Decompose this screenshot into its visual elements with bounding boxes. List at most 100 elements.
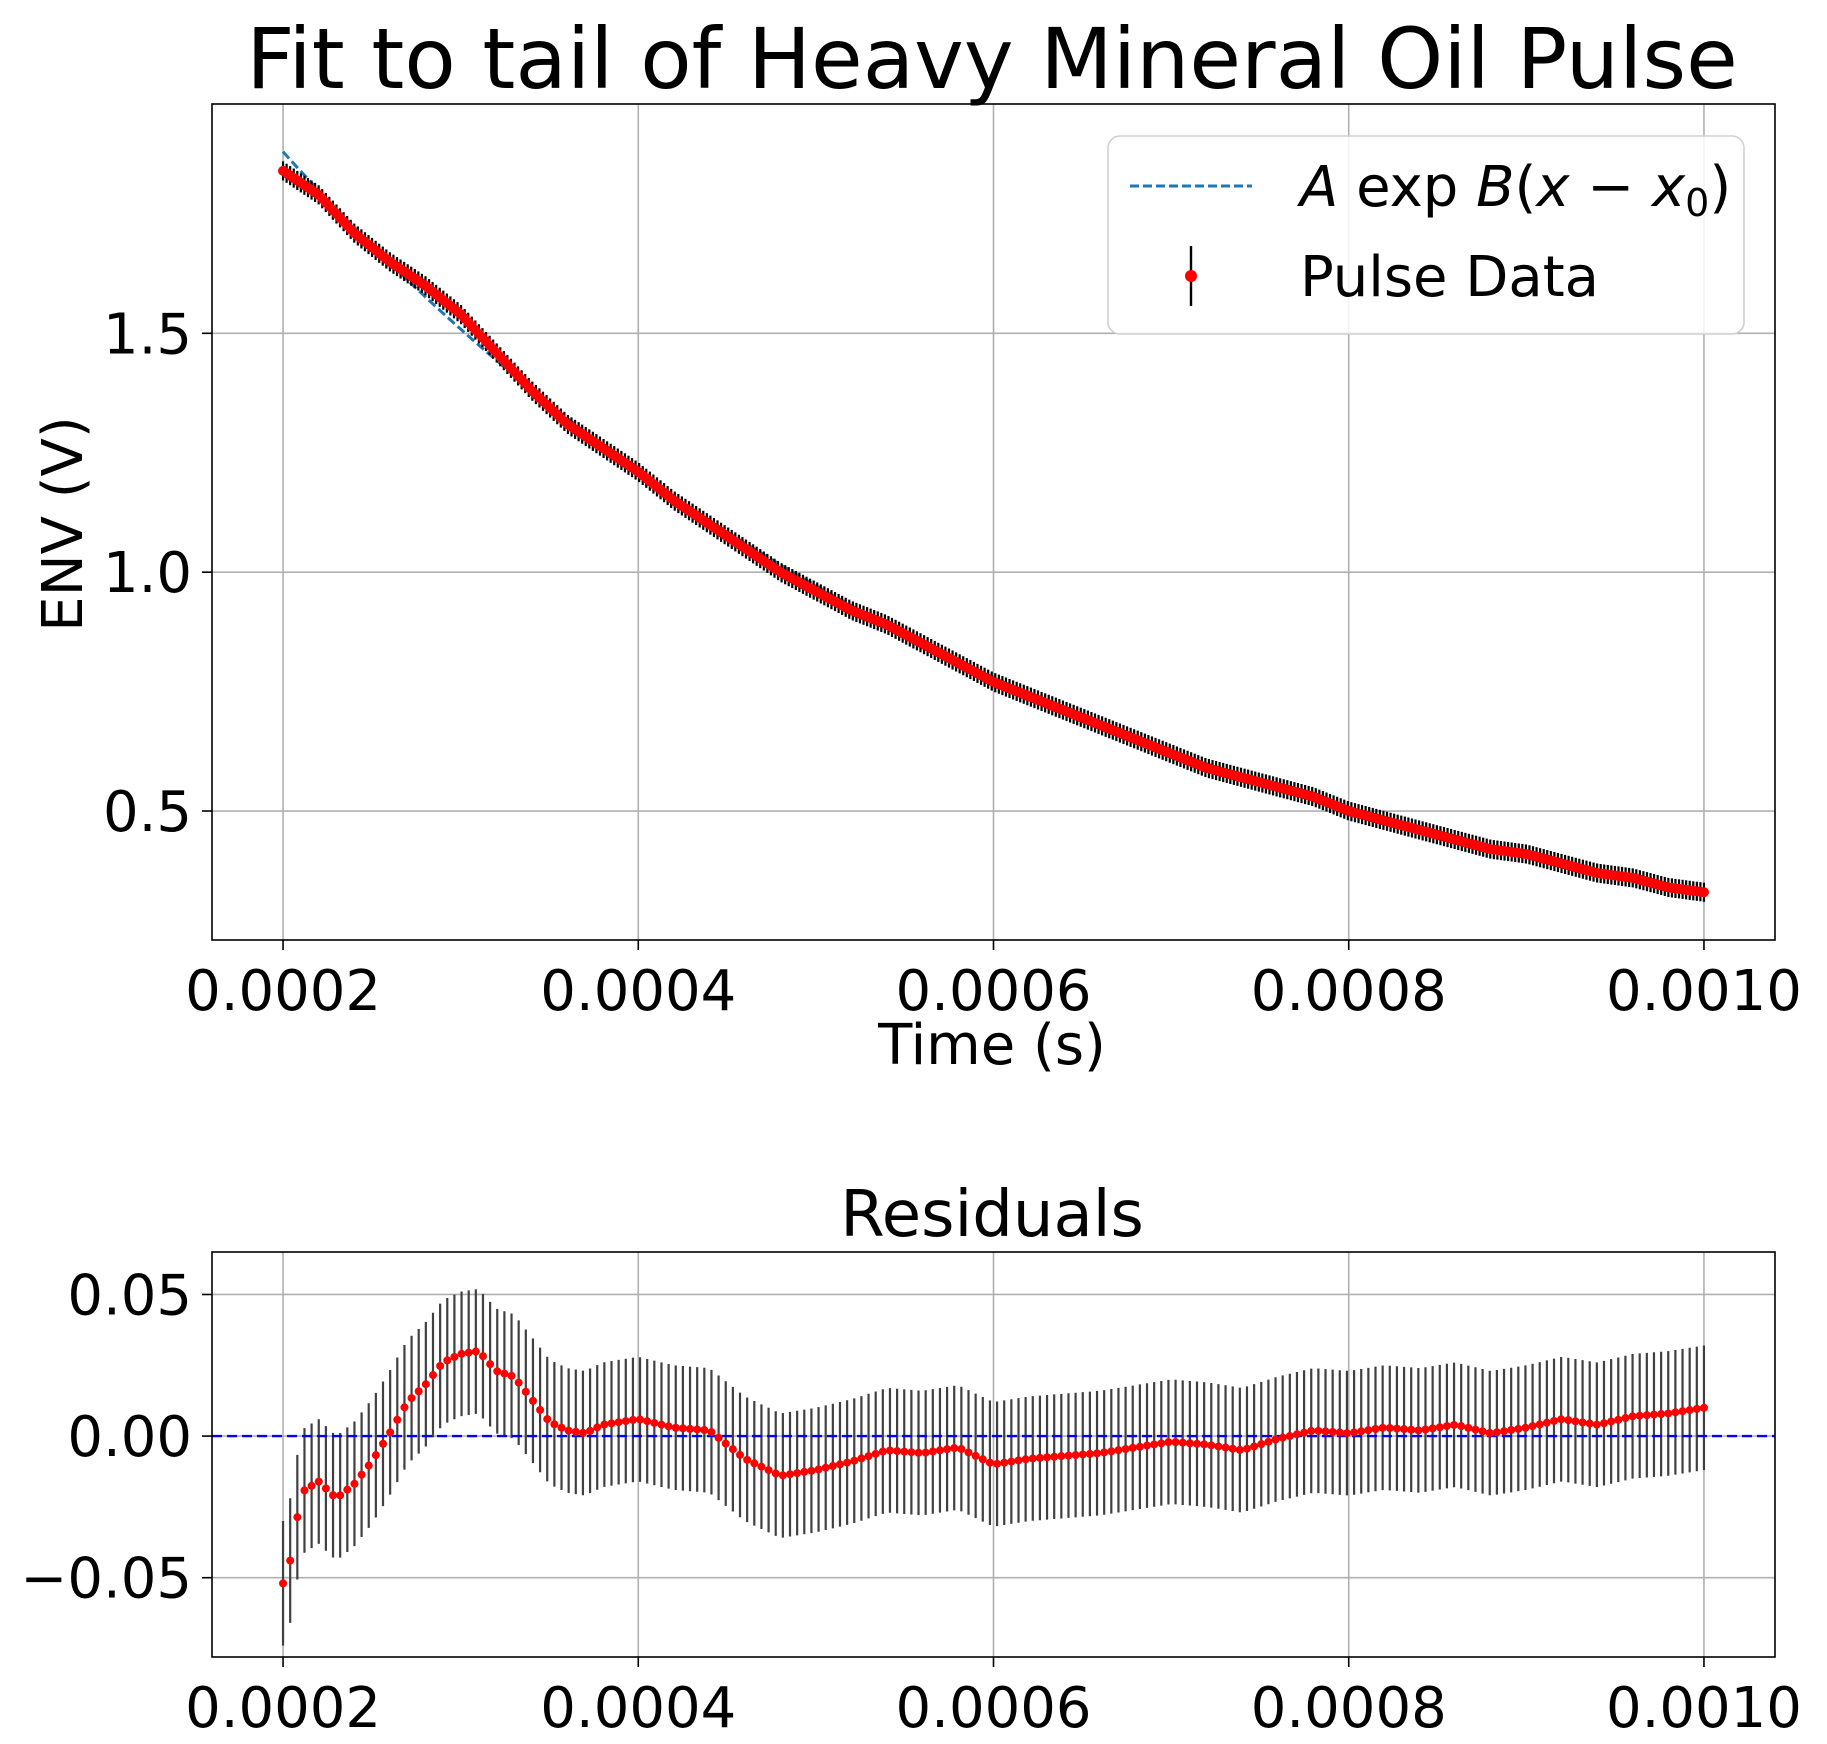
data-point (893, 1447, 902, 1456)
data-point (578, 1428, 587, 1437)
data-point (1642, 1411, 1651, 1420)
data-point (807, 1466, 816, 1475)
data-point (1214, 1442, 1223, 1451)
data-point (1492, 1428, 1501, 1437)
data-point (793, 1469, 802, 1478)
data-point (1357, 1427, 1366, 1436)
data-point (507, 1371, 516, 1380)
data-point (1242, 1444, 1251, 1453)
data-point (514, 1378, 523, 1387)
data-point (343, 1485, 352, 1494)
data-point (1500, 1427, 1509, 1436)
data-point (1471, 1425, 1480, 1434)
data-point (550, 1420, 559, 1429)
data-point (821, 1463, 830, 1472)
legend-fit-part-sub0: 0 (1685, 181, 1709, 225)
data-point (1028, 1454, 1037, 1463)
data-point (1050, 1452, 1059, 1461)
data-point (1635, 1411, 1644, 1420)
data-point (1350, 1428, 1359, 1437)
data-point (1521, 1423, 1530, 1432)
data-point (1135, 1442, 1144, 1451)
data-point (678, 1424, 687, 1433)
x-tick-label: 0.0006 (896, 959, 1092, 1024)
data-point (736, 1450, 745, 1459)
data-point (757, 1462, 766, 1471)
data-point (664, 1422, 673, 1431)
data-point (521, 1387, 530, 1396)
data-point (1143, 1441, 1152, 1450)
data-point (1107, 1447, 1116, 1456)
data-point (493, 1367, 502, 1376)
data-point (1221, 1443, 1230, 1452)
data-point (400, 1403, 409, 1412)
legend-fit-part-x: x (1534, 155, 1570, 220)
x-tick-label: 0.0004 (540, 959, 736, 1024)
data-point (978, 1455, 987, 1464)
data-point (1285, 1432, 1294, 1441)
data-point (279, 1579, 288, 1588)
data-point (921, 1448, 930, 1457)
data-point (771, 1469, 780, 1478)
data-point (835, 1460, 844, 1469)
data-point (1093, 1449, 1102, 1458)
data-point (1628, 1412, 1637, 1421)
data-point (621, 1417, 630, 1426)
main-chart-x-ticks: 0.0002 0.0004 0.0006 0.0008 0.0010 (185, 940, 1802, 1024)
data-point (686, 1424, 695, 1433)
residuals-chart-title: Residuals (840, 1178, 1144, 1252)
data-point (1685, 1406, 1694, 1415)
data-point (1207, 1441, 1216, 1450)
data-point (1478, 1427, 1487, 1436)
data-point (1271, 1435, 1280, 1444)
data-point (329, 1491, 338, 1500)
data-point (1342, 1429, 1351, 1438)
data-point (1007, 1457, 1016, 1466)
data-point (1278, 1433, 1287, 1442)
data-point (528, 1396, 537, 1405)
data-point (1450, 1420, 1459, 1429)
data-point (1000, 1458, 1009, 1467)
x-tick-label: 0.0004 (540, 1676, 736, 1741)
x-tick-label: 0.0008 (1251, 959, 1447, 1024)
data-point (743, 1455, 752, 1464)
legend-data-point-swatch (1185, 270, 1197, 282)
data-point (764, 1466, 773, 1475)
y-tick-label: 1.5 (103, 302, 192, 367)
legend-fit-part-exp: exp (1338, 155, 1476, 220)
data-point (1664, 1409, 1673, 1418)
data-point (1535, 1420, 1544, 1429)
data-point (1414, 1426, 1423, 1435)
data-point (643, 1417, 652, 1426)
data-point (1557, 1415, 1566, 1424)
data-point (1385, 1424, 1394, 1433)
data-point (914, 1448, 923, 1457)
data-point (1300, 1428, 1309, 1437)
data-point (1657, 1410, 1666, 1419)
data-point (536, 1405, 545, 1414)
data-point (778, 1471, 787, 1480)
data-point (564, 1426, 573, 1435)
data-point (1257, 1440, 1266, 1449)
data-point (321, 1484, 330, 1493)
data-point (450, 1352, 459, 1361)
data-point (1043, 1453, 1052, 1462)
data-point (907, 1448, 916, 1457)
data-point (586, 1426, 595, 1435)
data-point (1671, 1408, 1680, 1417)
data-point (1292, 1430, 1301, 1439)
data-point (700, 1426, 709, 1435)
data-point (1550, 1416, 1559, 1425)
data-point (657, 1420, 666, 1429)
data-point (857, 1454, 866, 1463)
data-point (1171, 1438, 1180, 1447)
data-point (1192, 1439, 1201, 1448)
data-point (614, 1418, 623, 1427)
pulse-data-points (278, 165, 1709, 898)
data-point (1649, 1410, 1658, 1419)
data-point (1421, 1425, 1430, 1434)
data-point (650, 1418, 659, 1427)
legend-fit-part-b: B (1476, 155, 1514, 220)
residuals-chart-y-ticks: 0.05 0.00 −0.05 (20, 1263, 212, 1612)
